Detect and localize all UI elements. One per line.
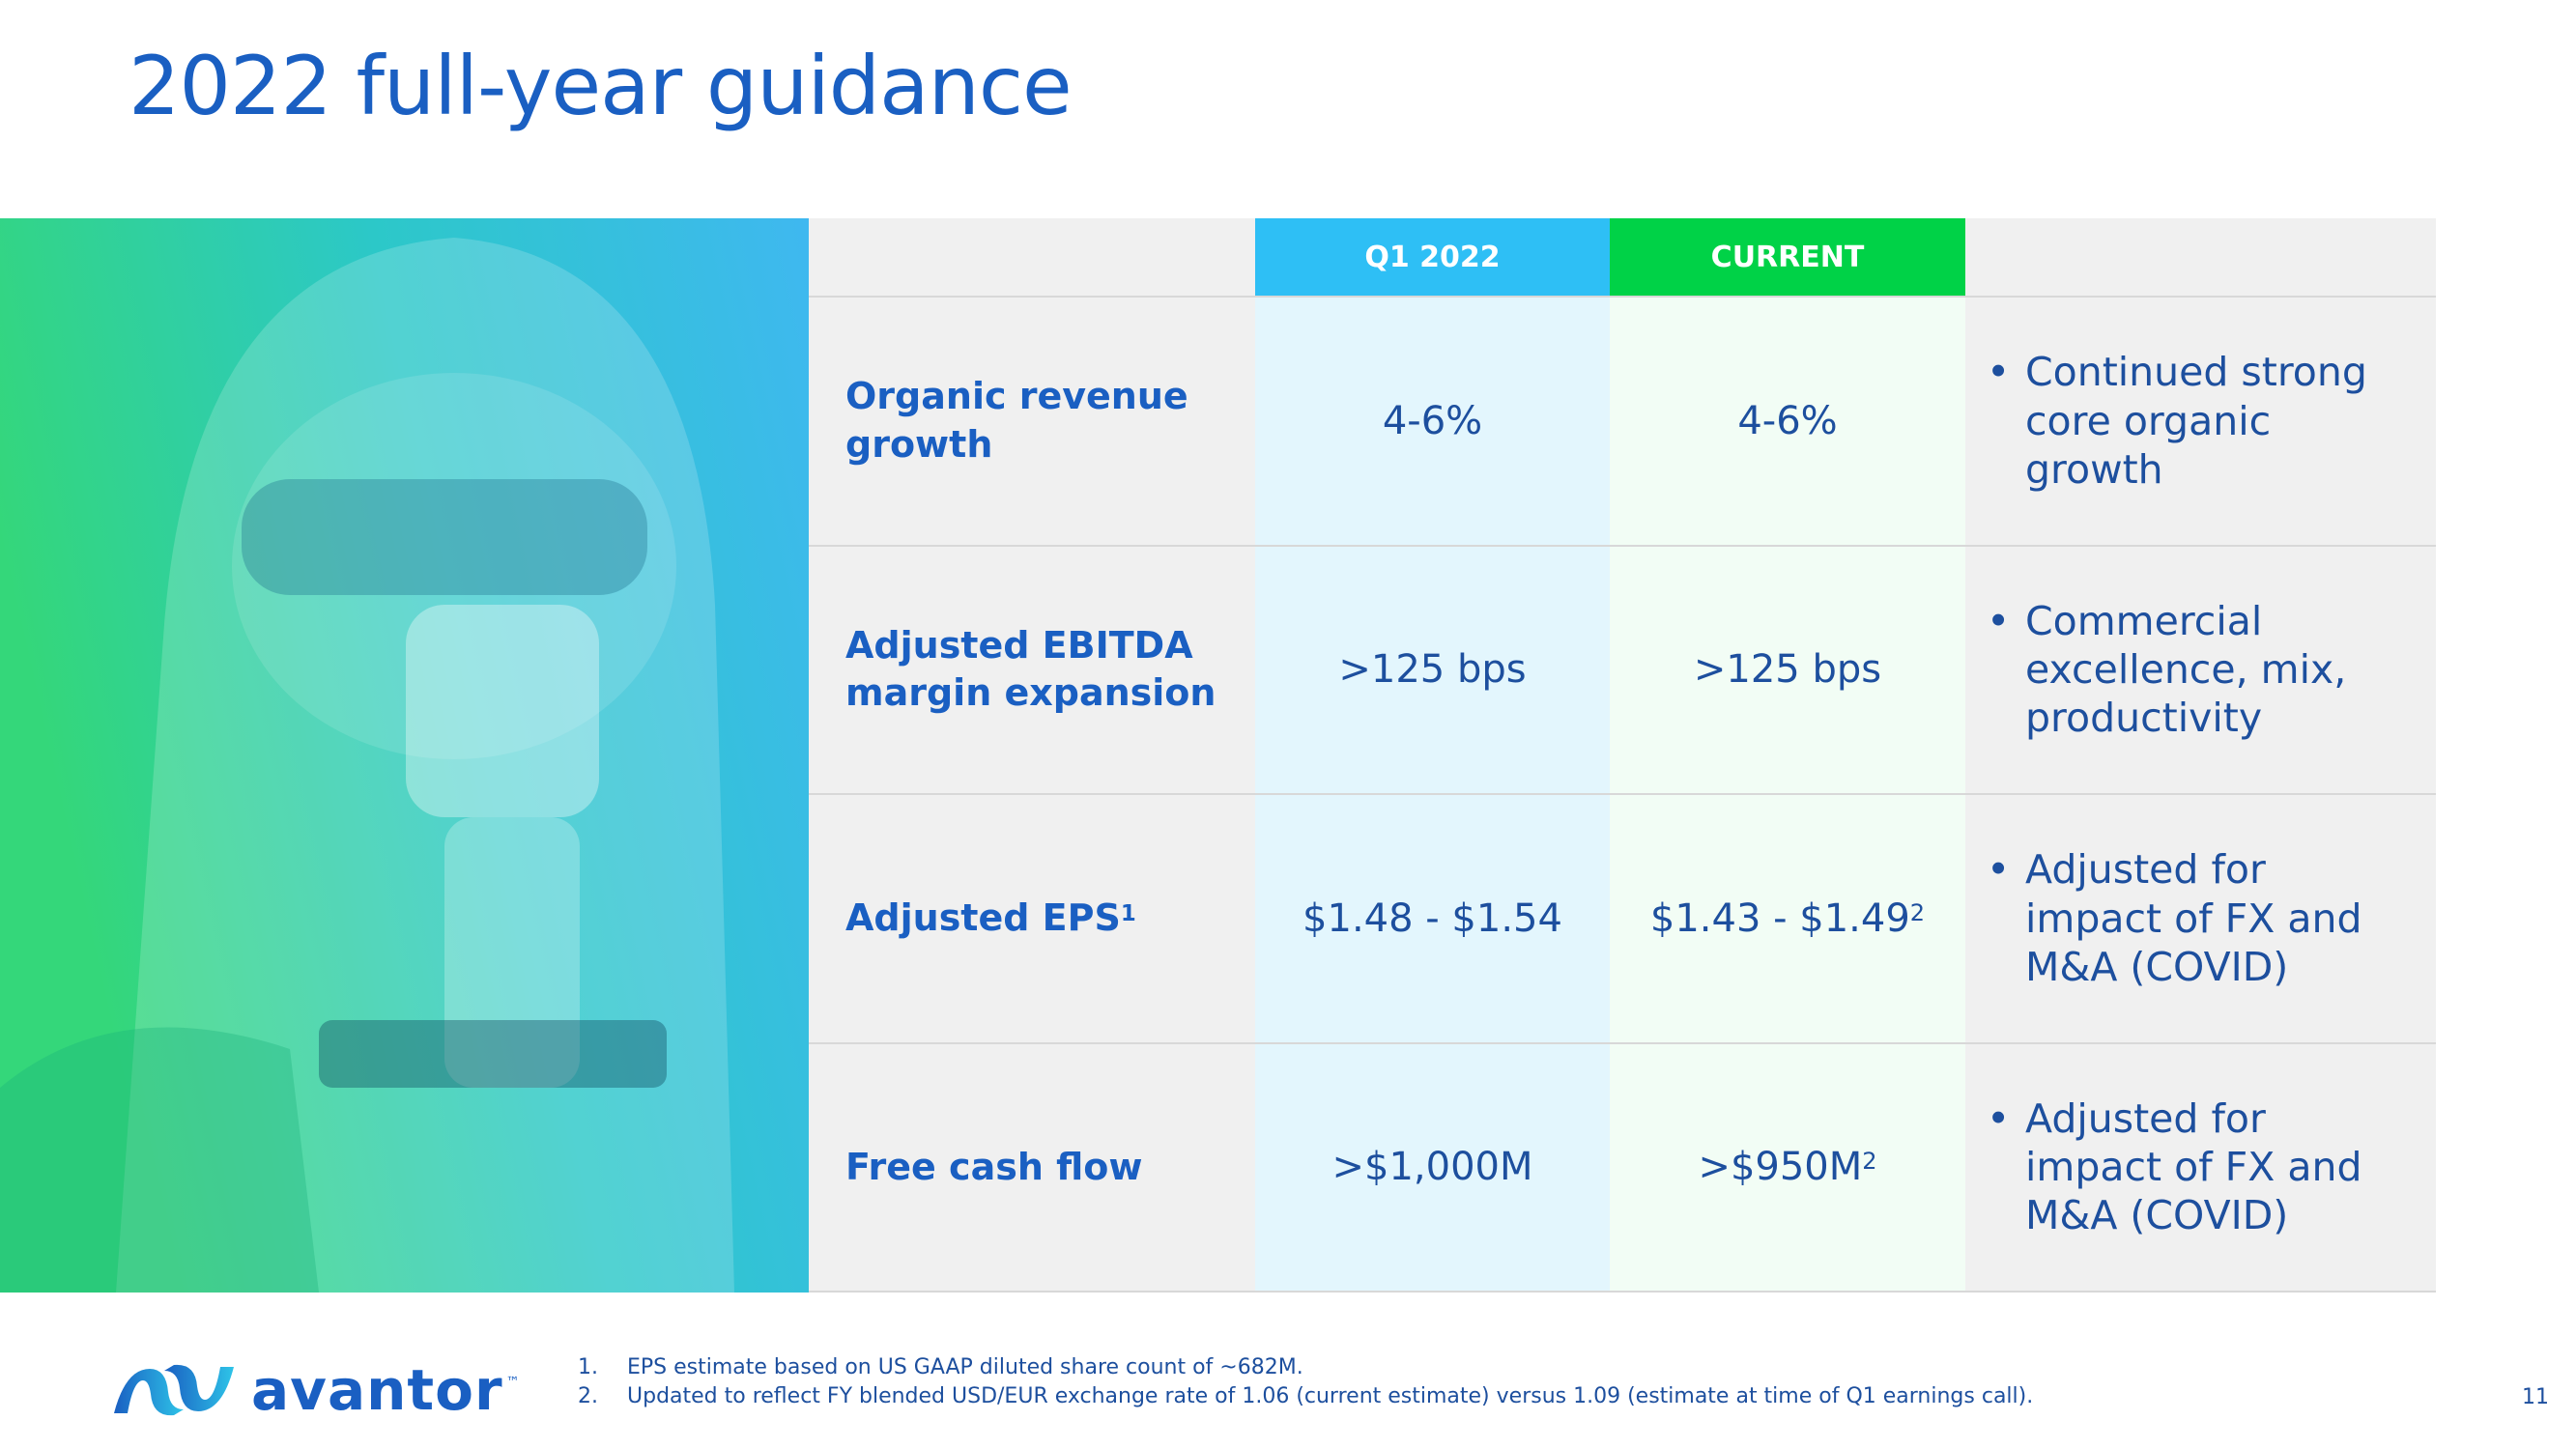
logo-trademark: ™ — [505, 1375, 520, 1390]
row-label-text: Organic revenue growth — [845, 375, 1188, 466]
q1-value: $1.48 - $1.54 — [1255, 795, 1610, 1044]
bullet-dot: • — [1987, 1094, 2011, 1142]
current-value: 4-6% — [1610, 298, 1965, 547]
note-cell: • Commercial excellence, mix, productivit… — [1965, 546, 2436, 795]
value-text: 4-6% — [1737, 398, 1838, 443]
q1-value: 4-6% — [1255, 298, 1610, 547]
value-text: >125 bps — [1338, 647, 1527, 693]
note-text: Continued strong core organic growth — [2025, 349, 2367, 493]
logo: avantor ™ — [106, 1357, 520, 1423]
row-label-text: Adjusted EBITDA margin expansion — [845, 623, 1216, 715]
current-value: >125 bps — [1610, 546, 1965, 795]
row-label-text: Adjusted EPS1 — [845, 896, 1136, 940]
value-text: $1.43 - $1.492 — [1649, 895, 1926, 941]
note-text: Commercial excellence, mix, productivity — [2025, 597, 2347, 742]
footnote-ref: 2 — [1862, 1148, 1877, 1176]
current-value: >$950M2 — [1610, 1043, 1965, 1293]
value-text: >125 bps — [1693, 647, 1882, 693]
logo-text: avantor — [251, 1357, 503, 1423]
header-cell — [1965, 218, 2436, 298]
value-text: >$1,000M — [1331, 1145, 1533, 1190]
note-text: Adjusted for impact of FX and M&A (COVID… — [2025, 1094, 2362, 1239]
row-label-text: Free cash flow — [845, 1145, 1143, 1188]
logo-icon — [114, 1364, 234, 1416]
q1-value: >125 bps — [1255, 546, 1610, 795]
column-header: Q1 2022 — [1255, 218, 1610, 298]
footnote-ref: 2 — [1909, 898, 1926, 926]
bullet: • Commercial excellence, mix, productivit… — [1987, 597, 2392, 743]
footnote-text: EPS estimate based on US GAAP diluted sh… — [627, 1355, 1303, 1379]
footnote-marker: 2. — [578, 1384, 598, 1408]
note-cell: • Adjusted for impact of FX and M&A (COVI… — [1965, 1043, 2436, 1293]
note-text: Adjusted for impact of FX and M&A (COVID… — [2025, 846, 2362, 990]
column-header: CURRENT — [1610, 218, 1965, 298]
row-label: Free cash flow — [809, 1043, 1255, 1293]
row-label: Adjusted EBITDA margin expansion — [809, 546, 1255, 795]
bullet-dot: • — [1987, 349, 2011, 396]
bullet: • Adjusted for impact of FX and M&A (COVI… — [1987, 1094, 2392, 1240]
bullet-dot: • — [1987, 846, 2011, 894]
note-cell: • Continued strong core organic growth — [1965, 298, 2436, 547]
value-text: >$950M2 — [1698, 1145, 1877, 1190]
row-label: Adjusted EPS1 — [809, 795, 1255, 1044]
value-text: 4-6% — [1382, 398, 1483, 443]
footnote-marker: 1. — [578, 1355, 598, 1379]
slide-title: 2022 full-year guidance — [129, 39, 1073, 133]
q1-value: >$1,000M — [1255, 1043, 1610, 1293]
photo — [0, 218, 809, 1293]
footnote-ref: 1 — [1120, 900, 1136, 926]
header-cell — [809, 218, 1255, 298]
value-text: $1.48 - $1.54 — [1302, 895, 1562, 941]
bullet: • Continued strong core organic growth — [1987, 348, 2392, 494]
page-number: 11 — [2522, 1385, 2549, 1409]
bullet: • Adjusted for impact of FX and M&A (COVI… — [1987, 845, 2392, 991]
row-label: Organic revenue growth — [809, 298, 1255, 547]
footnote-text: Updated to reflect FY blended USD/EUR ex… — [627, 1384, 2034, 1408]
current-value: $1.43 - $1.492 — [1610, 795, 1965, 1044]
note-cell: • Adjusted for impact of FX and M&A (COVI… — [1965, 795, 2436, 1044]
bullet-dot: • — [1987, 597, 2011, 644]
